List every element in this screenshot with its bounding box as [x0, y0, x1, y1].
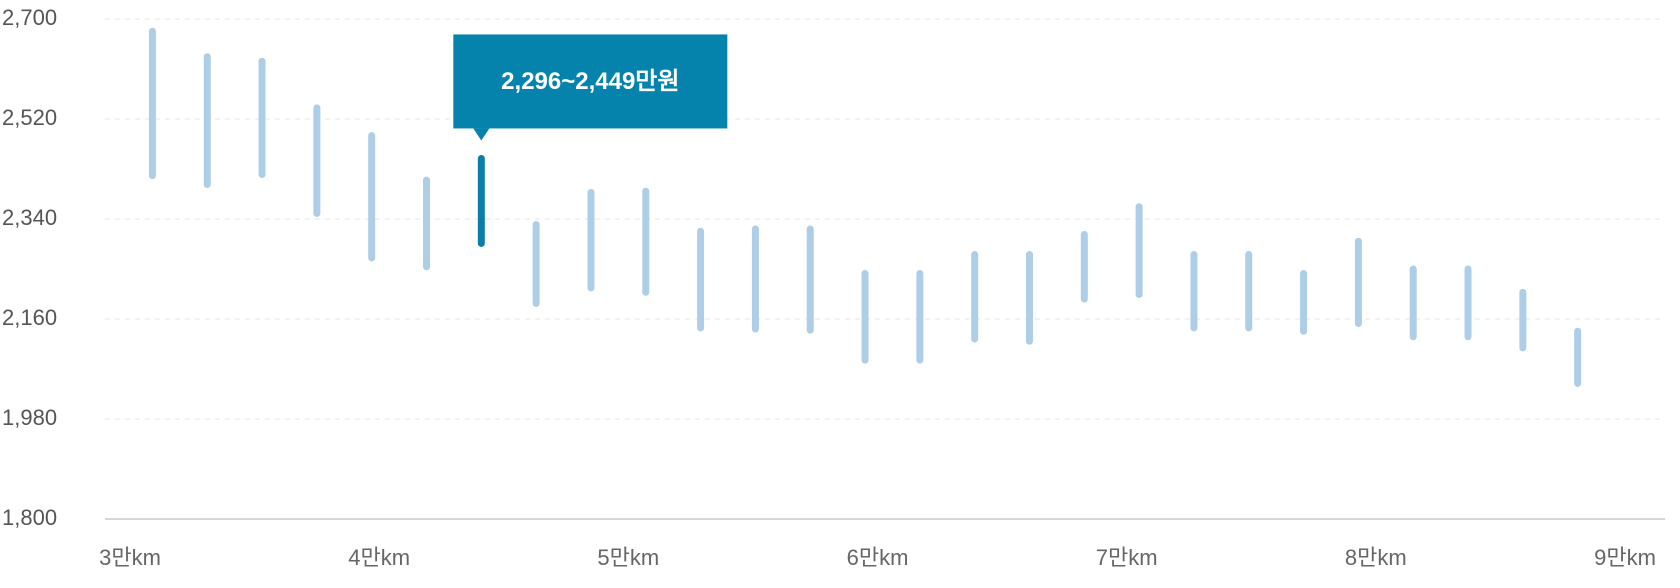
x-tick-label: 6만km	[847, 545, 909, 570]
tooltip-label: 2,296~2,449만원	[501, 68, 679, 95]
y-tick-label: 2,700	[2, 5, 57, 30]
price-tooltip: 2,296~2,449만원	[453, 34, 728, 141]
x-tick-label: 7만km	[1096, 545, 1158, 570]
y-tick-label: 2,160	[2, 305, 57, 330]
y-tick-label: 2,520	[2, 105, 57, 130]
tooltip-box	[453, 34, 728, 129]
x-tick-label: 8만km	[1345, 545, 1407, 570]
y-tick-label: 1,980	[2, 405, 57, 430]
tooltip-pointer	[473, 128, 490, 141]
range-bars	[148, 27, 1582, 387]
grid-lines	[105, 18, 1665, 520]
x-tick-label: 4만km	[348, 545, 410, 570]
y-tick-label: 1,800	[2, 505, 57, 530]
y-axis-ticks: 2,700 2,520 2,340 2,160 1,980 1,800	[2, 5, 57, 530]
x-axis-ticks: 3만km 4만km 5만km 6만km 7만km 8만km 9만km	[99, 545, 1656, 570]
x-tick-label: 9만km	[1594, 545, 1656, 570]
x-tick-label: 5만km	[597, 545, 659, 570]
y-tick-label: 2,340	[2, 205, 57, 230]
x-tick-label: 3만km	[99, 545, 161, 570]
